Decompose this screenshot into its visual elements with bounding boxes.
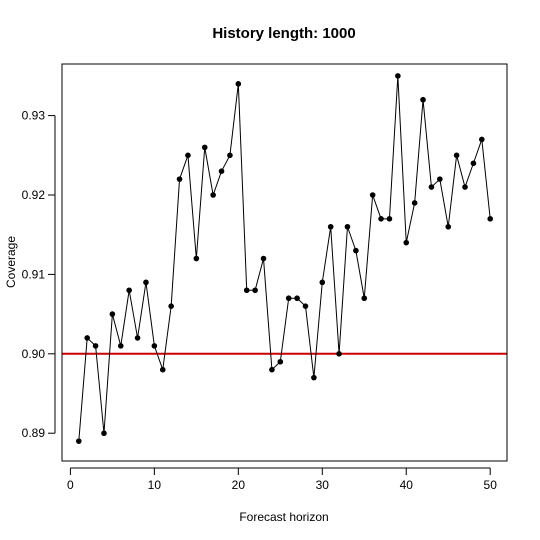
data-point xyxy=(117,343,124,349)
data-point xyxy=(479,136,485,143)
data-point xyxy=(168,303,174,309)
data-point xyxy=(75,438,82,444)
x-tick-label: 20 xyxy=(232,478,246,492)
y-tick-label: 0.92 xyxy=(22,188,46,202)
data-point xyxy=(193,255,200,262)
data-point xyxy=(403,239,410,246)
x-axis-label: Forecast horizon xyxy=(239,510,328,524)
data-point xyxy=(143,279,149,286)
data-point xyxy=(428,184,435,190)
data-point xyxy=(126,287,132,294)
data-point xyxy=(109,311,116,317)
chart-title: History length: 1000 xyxy=(212,25,355,42)
y-tick-label: 0.90 xyxy=(22,347,46,361)
data-point xyxy=(92,343,99,349)
series-line xyxy=(78,75,491,442)
data-point xyxy=(84,335,90,341)
data-point xyxy=(302,303,309,309)
data-point xyxy=(151,343,158,349)
plot-area xyxy=(62,73,507,444)
x-tick-label: 40 xyxy=(400,478,414,492)
data-point xyxy=(285,295,292,302)
data-point xyxy=(437,176,443,182)
data-point xyxy=(176,176,183,182)
data-point xyxy=(369,192,376,198)
data-point xyxy=(277,358,284,365)
data-point xyxy=(201,144,208,151)
x-tick-label: 0 xyxy=(67,478,74,492)
data-point xyxy=(470,160,477,167)
data-point xyxy=(445,223,452,230)
data-point xyxy=(487,216,494,222)
x-tick-label: 30 xyxy=(316,478,330,492)
data-point xyxy=(243,287,250,294)
data-point xyxy=(260,255,267,262)
data-point xyxy=(353,247,359,254)
data-point xyxy=(327,223,334,230)
data-point xyxy=(378,216,384,222)
data-point xyxy=(210,192,216,198)
plot-frame xyxy=(61,63,508,462)
y-axis: 0.89 0.90 0.91 0.92 0.93 xyxy=(22,109,56,440)
data-point xyxy=(218,168,225,174)
data-point xyxy=(395,73,401,79)
data-point xyxy=(453,152,460,159)
x-axis: 0 10 20 30 40 50 xyxy=(67,467,498,492)
data-point xyxy=(319,279,326,286)
data-point xyxy=(101,430,107,437)
data-point xyxy=(344,223,351,230)
data-point xyxy=(159,366,166,373)
data-point xyxy=(252,287,258,294)
data-point xyxy=(462,184,468,190)
data-point xyxy=(386,216,393,222)
y-tick-label: 0.89 xyxy=(22,426,46,440)
data-point xyxy=(336,351,342,357)
data-point xyxy=(185,152,191,159)
data-point xyxy=(311,374,317,381)
x-tick-label: 10 xyxy=(148,478,162,492)
data-point xyxy=(294,295,300,302)
y-axis-label: Coverage xyxy=(4,236,18,288)
data-point xyxy=(227,152,233,159)
x-tick-label: 50 xyxy=(484,478,498,492)
y-tick-label: 0.93 xyxy=(22,109,46,123)
y-tick-label: 0.91 xyxy=(22,267,46,281)
data-point xyxy=(361,295,368,302)
data-point xyxy=(411,200,418,206)
data-point xyxy=(420,96,426,103)
data-point xyxy=(235,81,242,87)
data-point xyxy=(269,366,275,373)
data-point xyxy=(134,335,141,341)
